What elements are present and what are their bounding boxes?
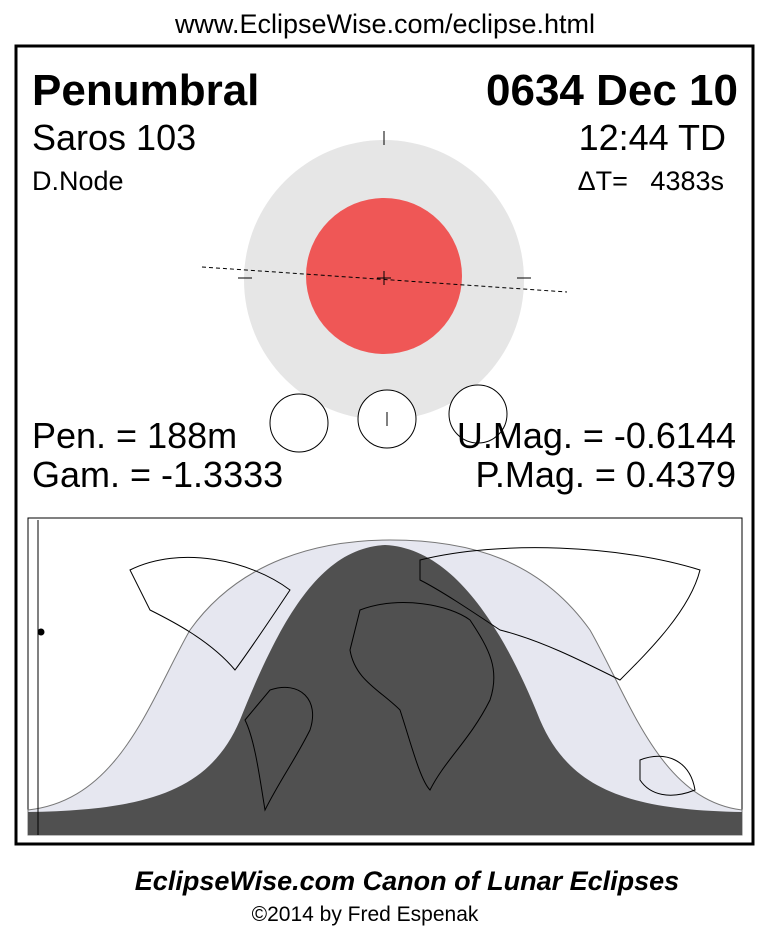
moon (269, 393, 329, 453)
coastline (419, 547, 701, 681)
eclipse-type: Penumbral (32, 66, 259, 115)
coastline (244, 686, 314, 812)
coastline (639, 755, 696, 796)
delta-t: ΔT= 4383s (578, 166, 724, 196)
map (27, 517, 743, 836)
moon-diagram (201, 131, 568, 453)
frame (14, 44, 755, 846)
node: D.Node (32, 166, 124, 196)
url: www.EclipseWise.com/eclipse.html (174, 9, 595, 39)
pen: Pen. = 188m (32, 415, 237, 456)
pmag: P.Mag. = 0.4379 (475, 454, 736, 495)
coastline (129, 556, 291, 671)
umag: U.Mag. = -0.6144 (457, 415, 736, 456)
gam: Gam. = -1.3333 (32, 454, 283, 495)
time: 12:44 TD (579, 117, 726, 158)
eclipse-date: 0634 Dec 10 (486, 66, 738, 115)
umbral-zone (28, 545, 742, 835)
moon (448, 384, 508, 444)
copyright: ©2014 by Fred Espenak (252, 903, 479, 926)
marker (37, 628, 45, 636)
footer-title: EclipseWise.com Canon of Lunar Eclipses (135, 866, 679, 896)
coastline (349, 602, 495, 791)
saros: Saros 103 (32, 117, 196, 158)
